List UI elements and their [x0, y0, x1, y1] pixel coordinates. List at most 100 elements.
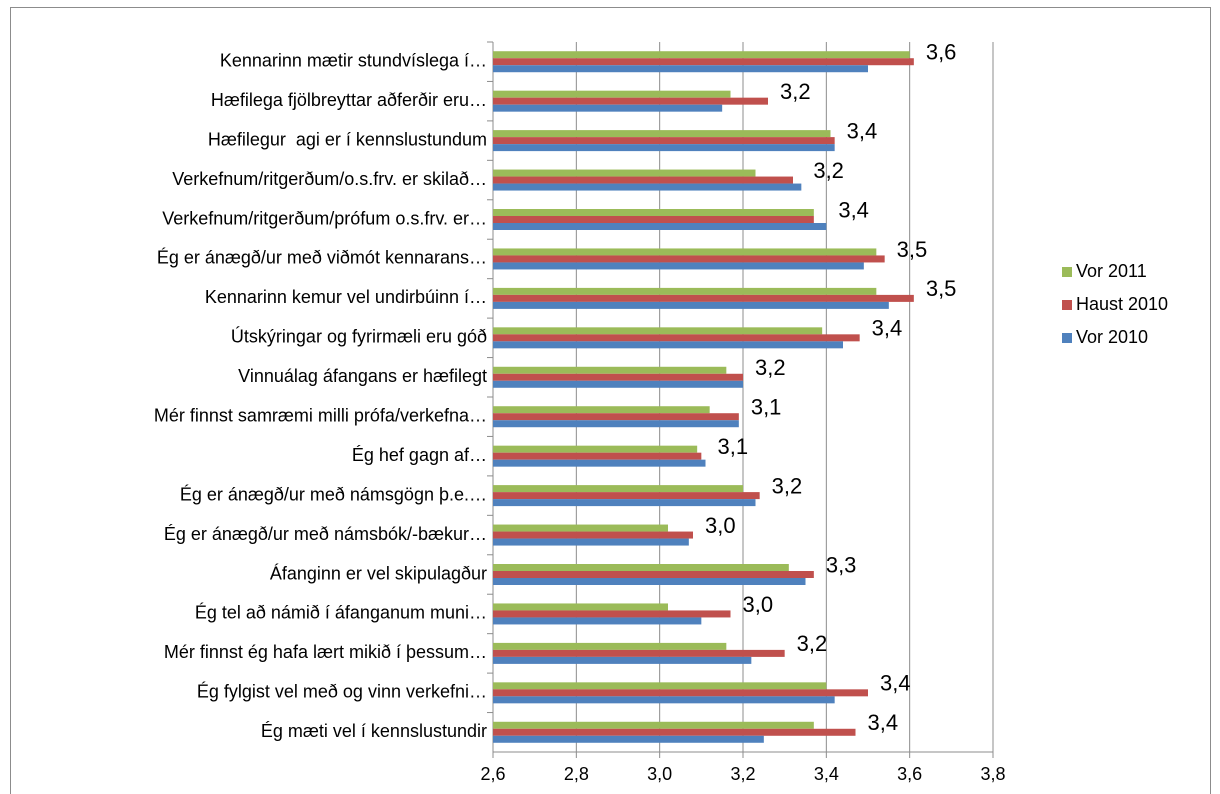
bar: [493, 341, 843, 349]
bar: [493, 492, 760, 500]
legend-label: Haust 2010: [1076, 294, 1168, 314]
bar: [493, 413, 739, 421]
bar: [493, 689, 868, 697]
y-tick-label: Ég tel að námið í áfanganum muni…: [195, 603, 487, 623]
y-tick-label: Ég er ánægð/ur með viðmót kennarans…: [157, 248, 487, 268]
bar: [493, 90, 731, 98]
bar: [493, 366, 727, 374]
bar: [493, 130, 831, 138]
x-tick-label: 3,6: [897, 764, 922, 784]
bar: [493, 682, 827, 690]
y-tick-label: Ég er ánægð/ur með námsgögn þ.e.…: [180, 484, 487, 504]
bar: [493, 406, 710, 414]
legend-swatch: [1062, 300, 1072, 310]
bar: [493, 137, 835, 145]
bar: [493, 445, 698, 453]
data-label: 3,0: [705, 513, 736, 538]
y-tick-label: Ég er ánægð/ur með námsbók/-bækur…: [164, 524, 487, 544]
bar: [493, 216, 814, 223]
bar: [493, 578, 806, 585]
bar: [493, 209, 814, 216]
data-label: 3,0: [743, 592, 774, 617]
bar: [493, 373, 743, 381]
bar: [493, 255, 885, 263]
y-tick-label: Hæfilegur agi er í kennslustundum: [208, 129, 487, 149]
bar: [493, 65, 868, 73]
bar: [493, 327, 823, 335]
y-tick-label: Hæfilega fjölbreyttar aðferðir eru…: [211, 90, 487, 110]
bar: [493, 649, 785, 657]
y-tick-label: Kennarinn mætir stundvíslega í…: [220, 50, 487, 70]
bar: [493, 459, 706, 467]
y-tick-label: Mér finnst ég hafa lært mikið í þessum…: [164, 642, 487, 662]
bar: [493, 58, 914, 66]
y-tick-label: Vinnuálag áfangans er hæfilegt: [238, 366, 487, 386]
y-tick-label: Mér finnst samræmi milli prófa/verkefna…: [154, 405, 487, 425]
data-label: 3,1: [718, 434, 749, 459]
bar: [493, 571, 814, 578]
bar: [493, 183, 802, 191]
data-label: 3,5: [926, 276, 957, 301]
x-tick-label: 3,8: [980, 764, 1005, 784]
data-label: 3,4: [872, 316, 903, 341]
bar: [493, 538, 689, 546]
legend-label: Vor 2011: [1076, 261, 1147, 281]
data-label: 3,2: [797, 631, 828, 656]
bar: [493, 564, 789, 571]
x-tick-label: 2,8: [564, 764, 589, 784]
data-label: 3,2: [813, 158, 844, 183]
bar: [493, 262, 864, 270]
legend-label: Vor 2010: [1076, 327, 1148, 347]
bar: [493, 656, 752, 664]
data-label: 3,3: [826, 552, 857, 577]
bar: [493, 452, 702, 460]
chart-frame: [10, 7, 1211, 794]
bar: [493, 524, 668, 532]
x-tick-label: 3,2: [730, 764, 755, 784]
bar: [493, 499, 756, 507]
bar: [493, 144, 835, 152]
bar: [493, 176, 793, 184]
bar: [493, 287, 877, 295]
bar: [493, 248, 877, 256]
data-label: 3,4: [838, 197, 869, 222]
bar: [493, 97, 768, 105]
y-tick-label: Áfanginn er vel skipulagður: [270, 563, 487, 583]
bar: [493, 51, 910, 59]
bar: [493, 380, 743, 388]
bar: [493, 642, 727, 650]
y-tick-label: Kennarinn kemur vel undirbúinn í…: [205, 287, 487, 307]
data-label: 3,4: [847, 118, 878, 143]
x-tick-label: 2,6: [480, 764, 505, 784]
bar: [493, 420, 739, 428]
y-tick-label: Ég hef gagn af…: [352, 445, 487, 465]
bar: [493, 301, 889, 309]
bar: [493, 696, 835, 704]
bar: [493, 104, 723, 112]
bar: [493, 223, 827, 230]
legend-swatch: [1062, 333, 1072, 343]
bar: [493, 294, 914, 302]
data-label: 3,6: [926, 40, 957, 65]
bar: [493, 485, 743, 493]
bar: [493, 610, 731, 618]
data-label: 3,2: [755, 355, 786, 380]
bar: [493, 728, 856, 736]
y-tick-label: Verkefnum/ritgerðum/o.s.frv. er skilað…: [172, 169, 487, 189]
data-label: 3,4: [880, 671, 911, 696]
data-label: 3,4: [868, 710, 899, 735]
bar: [493, 531, 693, 539]
x-tick-label: 3,4: [814, 764, 839, 784]
data-label: 3,2: [772, 473, 803, 498]
bar: [493, 603, 668, 611]
bar: [493, 721, 814, 729]
y-tick-label: Verkefnum/ritgerðum/prófum o.s.frv. er…: [162, 208, 487, 228]
y-tick-label: Ég mæti vel í kennslustundir: [261, 721, 487, 741]
bar: [493, 169, 756, 177]
legend-swatch: [1062, 267, 1072, 277]
data-label: 3,5: [897, 237, 928, 262]
y-tick-label: Ég fylgist vel með og vinn verkefni…: [197, 682, 487, 702]
data-label: 3,2: [780, 79, 811, 104]
y-tick-label: Útskýringar og fyrirmæli eru góð: [231, 326, 487, 347]
